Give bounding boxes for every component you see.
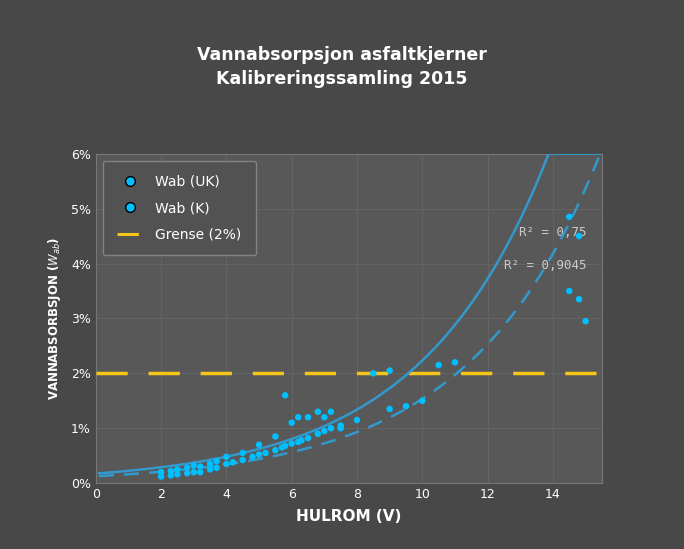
Legend: Wab (UK), Wab (K), Grense (2%): Wab (UK), Wab (K), Grense (2%)	[103, 161, 256, 255]
Point	[254, 440, 265, 449]
Point	[211, 463, 222, 472]
Point	[280, 391, 291, 400]
Point	[211, 457, 222, 466]
Point	[228, 458, 239, 467]
Text: Vannabsorpsjon asfaltkjerner
Kalibreringssamling 2015: Vannabsorpsjon asfaltkjerner Kalibrering…	[197, 46, 487, 88]
Point	[188, 468, 199, 477]
Point	[221, 452, 232, 461]
Point	[155, 472, 166, 481]
Point	[166, 467, 176, 475]
Point	[433, 361, 444, 369]
Point	[574, 232, 585, 240]
Point	[319, 427, 330, 435]
Point	[384, 405, 395, 413]
Point	[384, 366, 395, 375]
Point	[368, 369, 379, 378]
Point	[247, 452, 258, 461]
Point	[195, 462, 206, 471]
Point	[580, 317, 591, 326]
Point	[326, 424, 337, 433]
Point	[205, 460, 215, 468]
Point	[302, 434, 313, 442]
Point	[270, 446, 281, 455]
Point	[172, 470, 183, 479]
Point	[237, 456, 248, 464]
Point	[313, 407, 324, 416]
Point	[166, 471, 176, 480]
Point	[326, 407, 337, 416]
Point	[270, 432, 281, 441]
Y-axis label: VANNABSORBSJON ($W_{ab}$): VANNABSORBSJON ($W_{ab}$)	[46, 237, 62, 400]
Point	[237, 449, 248, 457]
Point	[574, 295, 585, 304]
Point	[286, 418, 297, 427]
Point	[417, 396, 428, 405]
Point	[319, 413, 330, 422]
Point	[335, 424, 346, 433]
Point	[302, 413, 313, 422]
Point	[449, 358, 460, 367]
Point	[286, 439, 297, 448]
Point	[260, 449, 271, 457]
Point	[276, 443, 287, 452]
Point	[172, 465, 183, 474]
Point	[564, 212, 575, 221]
Point	[205, 465, 215, 474]
Point	[254, 450, 265, 459]
X-axis label: HULROM (V): HULROM (V)	[296, 509, 402, 524]
Point	[155, 468, 166, 477]
Point	[195, 468, 206, 477]
Point	[182, 469, 193, 478]
Point	[182, 463, 193, 472]
Point	[313, 429, 324, 438]
Point	[352, 416, 363, 424]
Point	[293, 413, 304, 422]
Point	[296, 436, 307, 445]
Point	[188, 461, 199, 470]
Point	[293, 438, 304, 446]
Text: R² = 0,75: R² = 0,75	[519, 226, 587, 239]
Point	[280, 441, 291, 450]
Point	[335, 421, 346, 430]
Text: R² = 0,9045: R² = 0,9045	[504, 259, 587, 272]
Point	[564, 287, 575, 295]
Point	[401, 402, 412, 411]
Point	[221, 460, 232, 468]
